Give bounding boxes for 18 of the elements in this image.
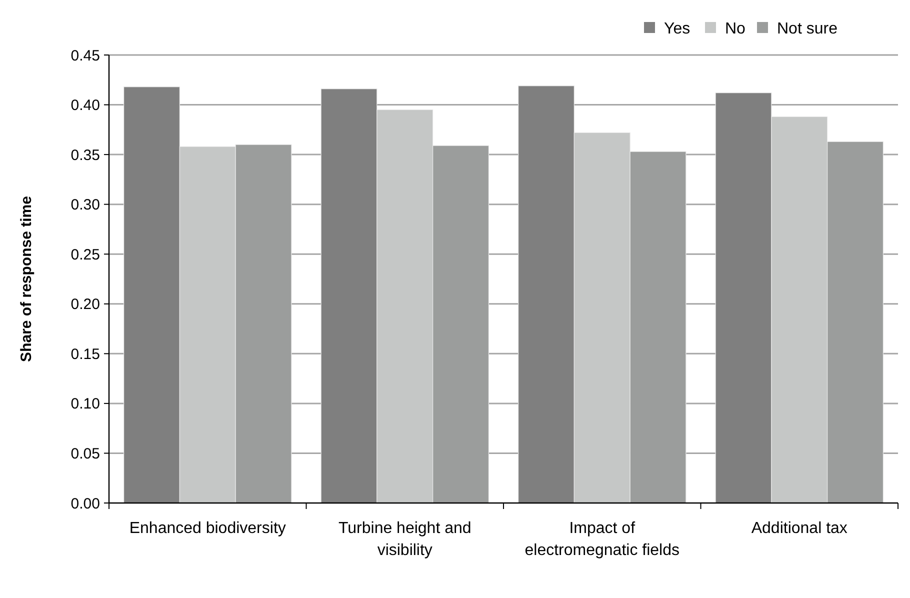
- x-tick-label: Turbine height and visibility: [338, 520, 472, 559]
- y-tick-label: 0.20: [70, 296, 100, 314]
- y-tick-label: 0.00: [70, 495, 100, 512]
- y-tick-label: 0.40: [70, 97, 100, 114]
- x-tick-label: Impact of electromegnatic fields: [524, 520, 680, 559]
- y-tick-label: 0.35: [70, 146, 100, 164]
- legend-label: Yes: [664, 20, 690, 38]
- x-tick-label: Additional tax: [751, 520, 848, 537]
- legend-label: No: [725, 20, 746, 38]
- y-tick-label: 0.05: [70, 445, 100, 462]
- legend-label: Not sure: [777, 20, 838, 38]
- y-axis-title: Share of response time: [18, 196, 35, 362]
- y-tick-label: 0.10: [70, 396, 100, 413]
- y-tick-label: 0.25: [70, 246, 100, 264]
- y-tick-label: 0.45: [70, 47, 100, 64]
- y-tick-label: 0.15: [70, 346, 100, 363]
- x-tick-label: Enhanced biodiversity: [129, 520, 286, 537]
- y-tick-label: 0.30: [70, 196, 100, 214]
